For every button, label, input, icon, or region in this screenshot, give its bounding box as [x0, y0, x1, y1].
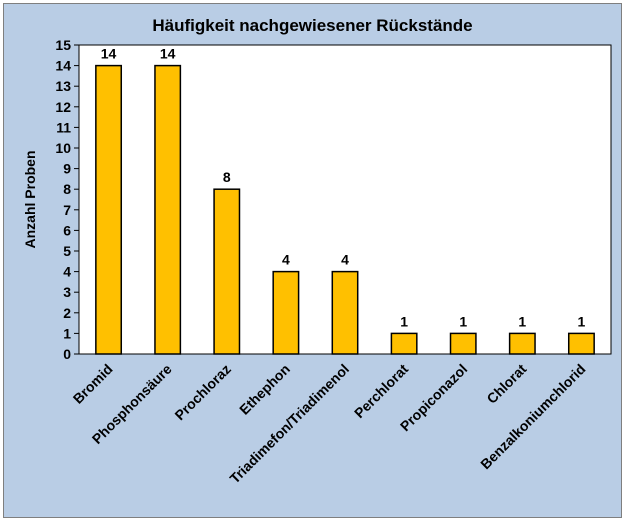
- y-tick-label: 9: [63, 161, 71, 177]
- data-label: 1: [459, 313, 467, 329]
- x-category-label: Chlorat: [483, 361, 529, 407]
- y-tick-label: 1: [63, 325, 71, 341]
- x-category-label: Bromid: [70, 361, 116, 407]
- y-tick-label: 4: [63, 264, 71, 280]
- y-tick-label: 12: [55, 99, 71, 115]
- y-tick-label: 2: [63, 305, 71, 321]
- bar: [390, 332, 418, 355]
- y-tick-label: 13: [55, 78, 71, 94]
- y-tick-label: 5: [63, 243, 71, 259]
- data-label: 14: [101, 46, 117, 62]
- x-category-label: Benzalkoniumchlorid: [477, 361, 588, 472]
- y-tick-label: 7: [63, 202, 71, 218]
- chart-title: Häufigkeit nachgewiesener Rückstände: [152, 16, 473, 35]
- bar: [154, 64, 182, 355]
- data-label: 1: [578, 313, 586, 329]
- data-label: 1: [400, 313, 408, 329]
- y-tick-label: 8: [63, 181, 71, 197]
- x-category-label: Perchlorat: [351, 361, 412, 422]
- data-label: 4: [282, 252, 290, 268]
- y-tick-label: 15: [55, 37, 71, 53]
- data-label: 4: [341, 252, 349, 268]
- bar: [95, 64, 123, 355]
- data-label: 1: [518, 313, 526, 329]
- bar: [331, 270, 359, 355]
- y-tick-label: 11: [56, 119, 71, 135]
- y-tick-label: 10: [55, 140, 71, 156]
- data-label: 14: [160, 46, 176, 62]
- data-label: 8: [223, 169, 231, 185]
- bar: [508, 332, 536, 355]
- x-category-label: Prochloraz: [171, 361, 233, 423]
- y-tick-label: 3: [63, 284, 71, 300]
- bar: [449, 332, 477, 355]
- y-tick-label: 0: [63, 346, 71, 362]
- x-category-label: Triadimefon/Triadimenol: [226, 361, 352, 487]
- x-category-label: Ethephon: [236, 361, 293, 418]
- y-tick-label: 6: [63, 222, 71, 238]
- y-axis-title: Anzahl Proben: [22, 150, 38, 248]
- y-tick-label: 14: [55, 58, 71, 74]
- bar: [272, 270, 300, 355]
- bar: [213, 188, 241, 355]
- bar: [567, 332, 595, 355]
